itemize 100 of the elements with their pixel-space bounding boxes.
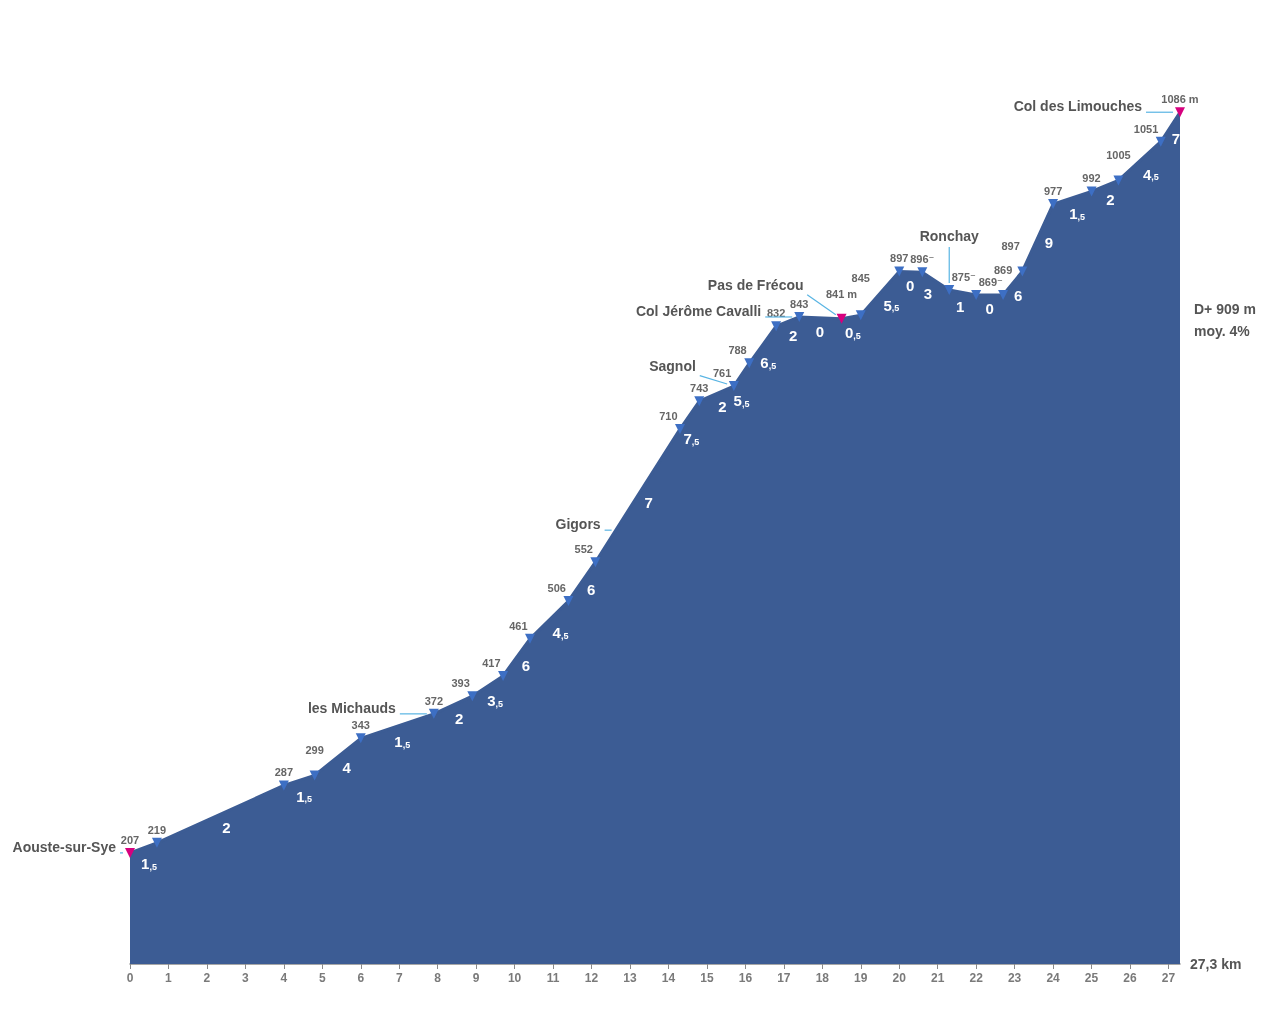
x-tick-label: 5 xyxy=(318,971,326,985)
x-tick-label: 21 xyxy=(931,971,945,985)
text: moy. 4% xyxy=(1194,322,1251,339)
data-label: 1051 xyxy=(1133,122,1159,135)
annotation: 7,5 xyxy=(683,430,700,448)
annotation: 2 xyxy=(1106,190,1115,208)
annotation: 5,5 xyxy=(733,392,750,410)
point xyxy=(944,285,955,296)
annotation: 3 xyxy=(923,284,933,302)
point xyxy=(309,770,320,781)
data-label: 552 xyxy=(574,543,593,556)
annotation: 4 xyxy=(342,759,352,777)
x-tick-label: 17 xyxy=(777,971,791,985)
point xyxy=(151,837,162,848)
x-tick-label: 11 xyxy=(546,971,560,985)
data-label: 343 xyxy=(351,719,370,732)
annotation: 0 xyxy=(906,277,915,295)
data-label: 761 xyxy=(712,367,732,380)
annotation: 4,5 xyxy=(552,624,569,642)
annotation: 6 xyxy=(1013,286,1023,304)
annotation: 6 xyxy=(521,656,530,674)
annotation: 7 xyxy=(644,494,653,512)
data-label: 1005 xyxy=(1106,149,1131,162)
x-axis-title: 27,3 km xyxy=(1190,956,1242,972)
x-tick-label: 25 xyxy=(1084,971,1099,985)
x-tick-label: 12 xyxy=(584,971,599,985)
data-label: 287 xyxy=(274,766,294,779)
data-label: 393 xyxy=(451,677,470,690)
data-label: 897 xyxy=(890,252,909,265)
point xyxy=(675,424,685,435)
point xyxy=(728,381,739,392)
data-label: 843 xyxy=(790,297,809,310)
x-tick-label: 27 xyxy=(1161,971,1176,985)
annotation: 2 xyxy=(718,398,727,416)
annotation: Sagnol xyxy=(649,358,696,375)
data-label: 299 xyxy=(305,744,324,757)
x-tick-label: 14 xyxy=(661,971,676,985)
data-label: 896⁻ xyxy=(910,253,935,266)
annotation: les Michauds xyxy=(307,699,397,716)
annotation: Ronchay xyxy=(919,228,980,245)
point xyxy=(998,290,1009,301)
annotation: 1 xyxy=(955,297,965,315)
text: D+ 909 m xyxy=(1194,300,1256,317)
annotation: 1,5 xyxy=(296,787,313,805)
annotation: Pas de Frécou xyxy=(707,276,804,293)
annotation: Col des Limouches xyxy=(1013,98,1143,115)
point xyxy=(525,633,535,644)
annotation: 6 xyxy=(587,580,596,598)
annotation: 1,5 xyxy=(394,733,411,751)
point xyxy=(563,595,574,606)
data-label: 417 xyxy=(482,656,501,669)
point xyxy=(498,670,509,681)
x-tick-label: 24 xyxy=(1046,971,1061,985)
x-tick-label: 23 xyxy=(1007,971,1022,985)
x-tick-label: 18 xyxy=(815,971,830,985)
data-label: 461 xyxy=(509,619,528,632)
x-tick-label: 3 xyxy=(242,971,250,985)
annotation: 1,5 xyxy=(1069,205,1086,223)
point xyxy=(355,733,366,744)
x-tick-label: 26 xyxy=(1123,971,1137,985)
point xyxy=(428,708,439,719)
annotation: 3,5 xyxy=(487,692,504,710)
annotation: 0,5 xyxy=(844,324,861,342)
point xyxy=(744,358,755,369)
point xyxy=(1113,175,1124,186)
annotation: Col Jérôme Cavalli xyxy=(635,302,762,319)
data-label: 1086 m xyxy=(1161,93,1199,106)
x-tick-label: 2 xyxy=(203,971,211,985)
x-tick-label: 1 xyxy=(165,971,173,985)
data-label: 977 xyxy=(1043,185,1063,198)
x-tick-label: 20 xyxy=(892,971,907,985)
point xyxy=(771,321,782,332)
x-tick-label: 16 xyxy=(738,971,753,985)
data-label: 219 xyxy=(147,823,167,836)
data-label: 788 xyxy=(728,344,747,357)
annotation: 7 xyxy=(1171,130,1180,148)
point xyxy=(1048,199,1059,210)
annotation: 2 xyxy=(222,818,231,836)
data-label: 506 xyxy=(547,581,566,594)
point xyxy=(1017,266,1028,277)
point xyxy=(855,310,866,321)
annotation: 4,5 xyxy=(1142,165,1159,183)
data-label: 710 xyxy=(659,410,678,423)
x-tick-label: 8 xyxy=(434,971,442,985)
point xyxy=(125,847,135,858)
x-tick-label: 15 xyxy=(700,971,714,985)
x-tick-label: 19 xyxy=(854,971,868,985)
data-label: 207 xyxy=(120,833,140,846)
annotation: 0 xyxy=(985,300,994,318)
data-label: 992 xyxy=(1082,172,1101,185)
x-tick-label: 7 xyxy=(395,971,403,985)
data-label: 845 xyxy=(851,272,870,285)
point xyxy=(836,313,847,324)
point xyxy=(590,557,601,568)
x-tick-label: 10 xyxy=(507,971,522,985)
data-label: 743 xyxy=(690,382,709,395)
point xyxy=(917,267,928,278)
x-tick-label: 6 xyxy=(357,971,365,985)
point xyxy=(794,311,805,322)
point xyxy=(694,396,705,407)
